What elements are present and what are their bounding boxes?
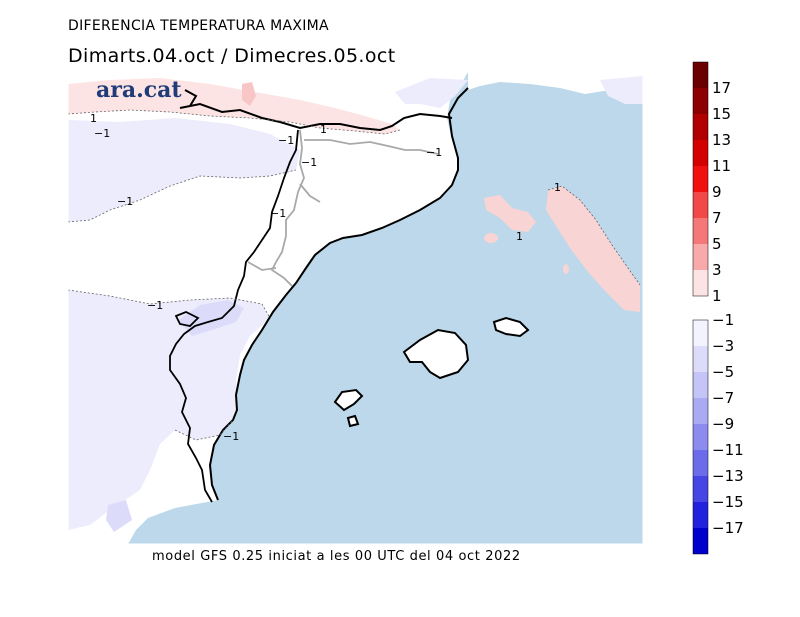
- ara-cat-logo: ara.cat: [96, 77, 182, 103]
- colorbar-label: −9: [712, 415, 734, 433]
- colorbar-swatch-negative: [693, 502, 708, 528]
- island-ibiza: [333, 388, 364, 412]
- colorbar-label: −17: [712, 519, 744, 537]
- colorbar-swatch-negative: [693, 398, 708, 424]
- colorbar-swatch-negative: [693, 476, 708, 502]
- contour-label: −1: [94, 127, 110, 140]
- warm-anomaly-core: [242, 82, 256, 106]
- contour-label: −1: [270, 207, 286, 220]
- france-coast: [468, 72, 643, 94]
- colorbar-swatch-positive: [693, 244, 708, 270]
- colorbar-label: 9: [712, 183, 722, 201]
- colorbar-label: 3: [712, 261, 722, 279]
- colorbar-label: −13: [712, 467, 744, 485]
- colorbar-swatch-negative: [693, 528, 708, 554]
- colorbar-frame-positive: [692, 61, 709, 297]
- colorbar-swatch-positive: [693, 62, 708, 88]
- contour-label: 1: [90, 112, 97, 125]
- map-subtitle: Dimarts.04.oct / Dimecres.05.oct: [68, 45, 396, 67]
- contour-label: 1: [554, 181, 561, 194]
- warm-anomaly-dot-2: [563, 264, 569, 274]
- warm-anomaly-sea-mid: [484, 195, 536, 232]
- cool-anomaly-south: [68, 290, 270, 530]
- colorbar-swatch-negative: [693, 424, 708, 450]
- contour-label: −1: [426, 146, 442, 159]
- colorbar-label: −1: [712, 311, 734, 329]
- france-border: [179, 102, 453, 132]
- island-mallorca: [402, 328, 470, 380]
- province-border-1: [270, 129, 305, 287]
- warm-anomaly-dot-1: [484, 233, 498, 243]
- cool-anomaly-north: [395, 78, 468, 108]
- colorbar-label: −11: [712, 441, 744, 459]
- coastline: [208, 87, 469, 501]
- contour-labels: 1 −1 1 −1 −1 −1 −1 −1 1 1 −1 −1: [90, 112, 561, 443]
- colorbar-swatch-positive: [693, 218, 708, 244]
- province-border-4: [299, 183, 321, 203]
- colorbar-swatch-positive: [693, 140, 708, 166]
- colorbar-label: 13: [712, 131, 731, 149]
- andorra-border: [184, 89, 198, 107]
- cool-anomaly-small: [106, 500, 132, 532]
- contour-label: −1: [278, 134, 294, 147]
- contour-line-3: [68, 289, 271, 319]
- colorbar-label: 17: [712, 79, 731, 97]
- contour-label: 1: [516, 230, 523, 243]
- colorbar-swatch-positive: [693, 88, 708, 114]
- colorbar-label: 1: [712, 287, 722, 305]
- colorbar-swatch-positive: [693, 114, 708, 140]
- province-border-3: [247, 261, 277, 271]
- colorbar-label: 11: [712, 157, 731, 175]
- contour-label: −1: [223, 430, 239, 443]
- colorbar-label: 7: [712, 209, 722, 227]
- colorbar-swatch-positive: [693, 192, 708, 218]
- colorbar-swatch-negative: [693, 372, 708, 398]
- regional-border-valencia: [174, 311, 200, 327]
- regional-border-aragon: [169, 129, 299, 503]
- colorbar-label: 5: [712, 235, 722, 253]
- contour-line-5: [547, 185, 641, 286]
- colorbar-label: −7: [712, 389, 734, 407]
- colorbar-swatch-positive: [693, 270, 708, 296]
- map-frame: [67, 71, 644, 545]
- contour-line-2: [68, 169, 297, 223]
- colorbar-label: −15: [712, 493, 744, 511]
- colorbar-label: −5: [712, 363, 734, 381]
- contour-label: −1: [147, 299, 163, 312]
- cool-anomaly-west: [68, 118, 300, 222]
- colorbar-label: 15: [712, 105, 731, 123]
- contour-label: 1: [320, 123, 327, 136]
- colorbar-swatch-positive: [693, 166, 708, 192]
- colorbar-swatch-negative: [693, 346, 708, 372]
- map-title: DIFERENCIA TEMPERATURA MAXIMA: [68, 18, 329, 34]
- island-formentera: [346, 414, 360, 428]
- contour-label: −1: [117, 195, 133, 208]
- province-border-2: [304, 139, 439, 155]
- warm-anomaly-sea-east: [546, 186, 640, 312]
- colorbar: 17 15 13 11 9 7 5 3 1 −1 −3 −5 −7 −9 −11 −13 −15 −17: [692, 61, 744, 555]
- warm-anomaly-pyrenees: [68, 78, 400, 134]
- contour-line-4: [174, 419, 234, 441]
- model-caption: model GFS 0.25 iniciat a les 00 UTC del …: [152, 549, 521, 564]
- island-menorca: [492, 316, 530, 338]
- colorbar-swatch-negative: [693, 320, 708, 346]
- cool-anomaly-northeast: [600, 76, 643, 104]
- colorbar-swatch-negative: [693, 450, 708, 476]
- contour-label: −1: [301, 156, 317, 169]
- colorbar-frame-negative: [692, 319, 709, 555]
- colorbar-label: −3: [712, 337, 734, 355]
